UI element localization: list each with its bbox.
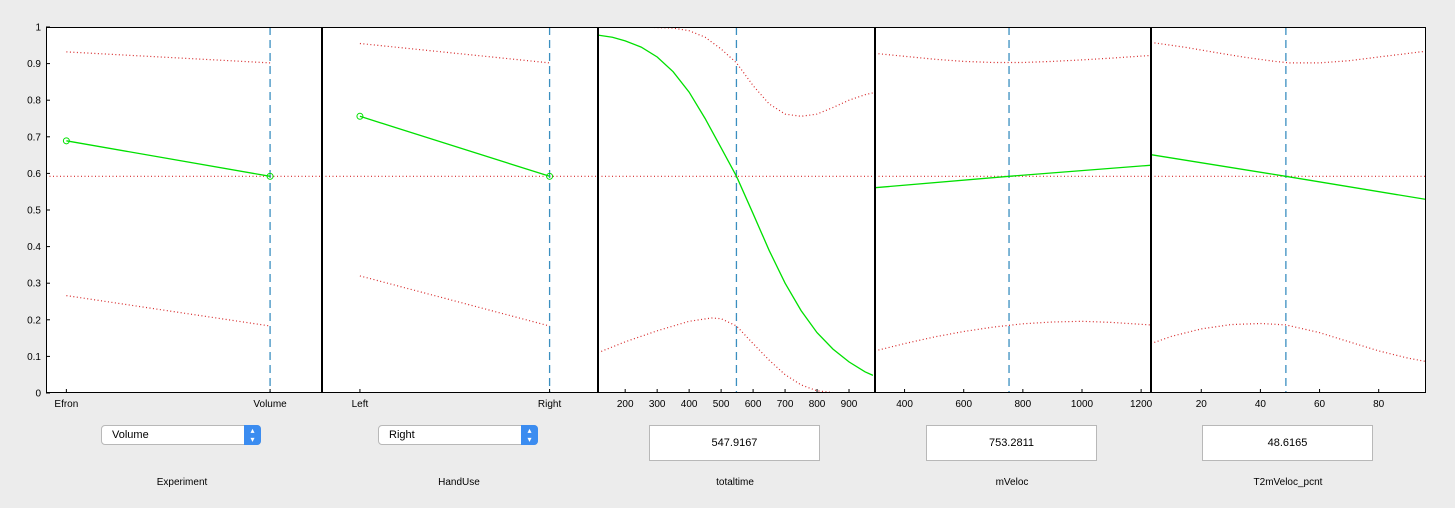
experiment-select-value: Volume (112, 429, 149, 441)
prediction-point (546, 172, 554, 180)
panel-handuse: Left Right (322, 27, 597, 410)
experiment-label: Experiment (156, 477, 208, 488)
prediction-line (66, 140, 271, 177)
x-tick-label: 600 (955, 399, 972, 410)
y-tick-label: 0.3 (27, 279, 41, 290)
y-tick-label: 0.1 (27, 352, 41, 363)
y-tick-label: 1 (35, 23, 41, 34)
x-tick-label: 800 (1015, 399, 1032, 410)
prediction-point (356, 112, 364, 120)
panel-totaltime: 200 300 400 500 600 700 800 900 (598, 27, 873, 410)
x-tick-label: Volume (253, 399, 287, 410)
prediction-line (875, 164, 1150, 189)
x-tick-label: 300 (649, 399, 666, 410)
y-tick-label: 0.7 (27, 132, 41, 143)
handuse-select[interactable]: Right ▴ ▾ (378, 425, 538, 445)
axes-border (46, 27, 1426, 393)
mveloc-label: mVeloc (995, 477, 1029, 488)
x-tick-label: 20 (1196, 399, 1208, 410)
y-tick-label: 0.6 (27, 169, 41, 180)
y-tick-label: 0.9 (27, 59, 41, 70)
y-tick-label: 0 (35, 389, 41, 400)
totaltime-input[interactable]: 547.9167 (649, 425, 820, 461)
chevron-up-down-icon[interactable]: ▴ ▾ (521, 425, 538, 445)
x-tick-label: Efron (54, 399, 78, 410)
x-tick-label: 200 (617, 399, 634, 410)
x-tick-label: 1200 (1130, 399, 1153, 410)
lower-bound-line (875, 320, 1150, 352)
handuse-label: HandUse (438, 477, 480, 488)
x-tick-label: 400 (896, 399, 913, 410)
panel-plot-area (46, 27, 321, 393)
panel-experiment: Efron Volume (46, 27, 321, 410)
x-tick-label: 40 (1255, 399, 1267, 410)
x-tick-label: Right (538, 399, 562, 410)
t2mveloc-input[interactable]: 48.6165 (1202, 425, 1373, 461)
x-tick-label: 600 (745, 399, 762, 410)
lower-bound-line (598, 317, 873, 393)
mveloc-input[interactable]: 753.2811 (926, 425, 1097, 461)
x-tick-label: 80 (1373, 399, 1385, 410)
panel-plot-area (1151, 27, 1426, 393)
prediction-line (1151, 154, 1426, 201)
x-tick-label: 800 (809, 399, 826, 410)
y-tick-label: 0.8 (27, 96, 41, 107)
y-tick-label: 0.2 (27, 315, 41, 326)
prediction-line (598, 34, 873, 376)
panel-plot-area (322, 27, 597, 393)
upper-bound-line (66, 51, 271, 64)
x-tick-label: 500 (713, 399, 730, 410)
prediction-line (359, 115, 550, 177)
upper-bound-line (598, 27, 873, 117)
panel-mveloc: 400 600 800 1000 1200 (875, 27, 1153, 410)
panel-plot-area (598, 27, 873, 393)
prediction-point (266, 172, 274, 180)
slice-plot-chart: 0 0.1 0.2 0.3 0.4 0.5 0.6 0.7 0.8 0.9 1 Efron Volume… (27, 23, 1426, 410)
y-tick-label: 0.4 (27, 242, 41, 253)
x-tick-label: 60 (1314, 399, 1326, 410)
x-tick-label: 900 (841, 399, 858, 410)
x-tick-label: Left (352, 399, 369, 410)
lower-bound-line (359, 275, 550, 327)
panel-plot-area (875, 27, 1150, 393)
prediction-point (62, 137, 70, 145)
totaltime-label: totaltime (716, 477, 754, 488)
handuse-select-value: Right (389, 429, 415, 441)
x-tick-label: 400 (681, 399, 698, 410)
upper-bound-line (1151, 41, 1426, 64)
chevron-up-down-icon[interactable]: ▴ ▾ (244, 425, 261, 445)
experiment-select[interactable]: Volume ▴ ▾ (101, 425, 261, 445)
panel-t2mveloc_pcnt: 20 40 60 80 (1151, 27, 1426, 410)
upper-bound-line (359, 42, 550, 64)
x-tick-label: 700 (777, 399, 794, 410)
y-tick-label: 0.5 (27, 206, 41, 217)
lower-bound-line (66, 295, 271, 327)
t2mveloc-label: T2mVeloc_pcnt (1253, 477, 1323, 488)
upper-bound-line (875, 52, 1150, 64)
lower-bound-line (1151, 322, 1426, 363)
x-tick-label: 1000 (1071, 399, 1094, 410)
